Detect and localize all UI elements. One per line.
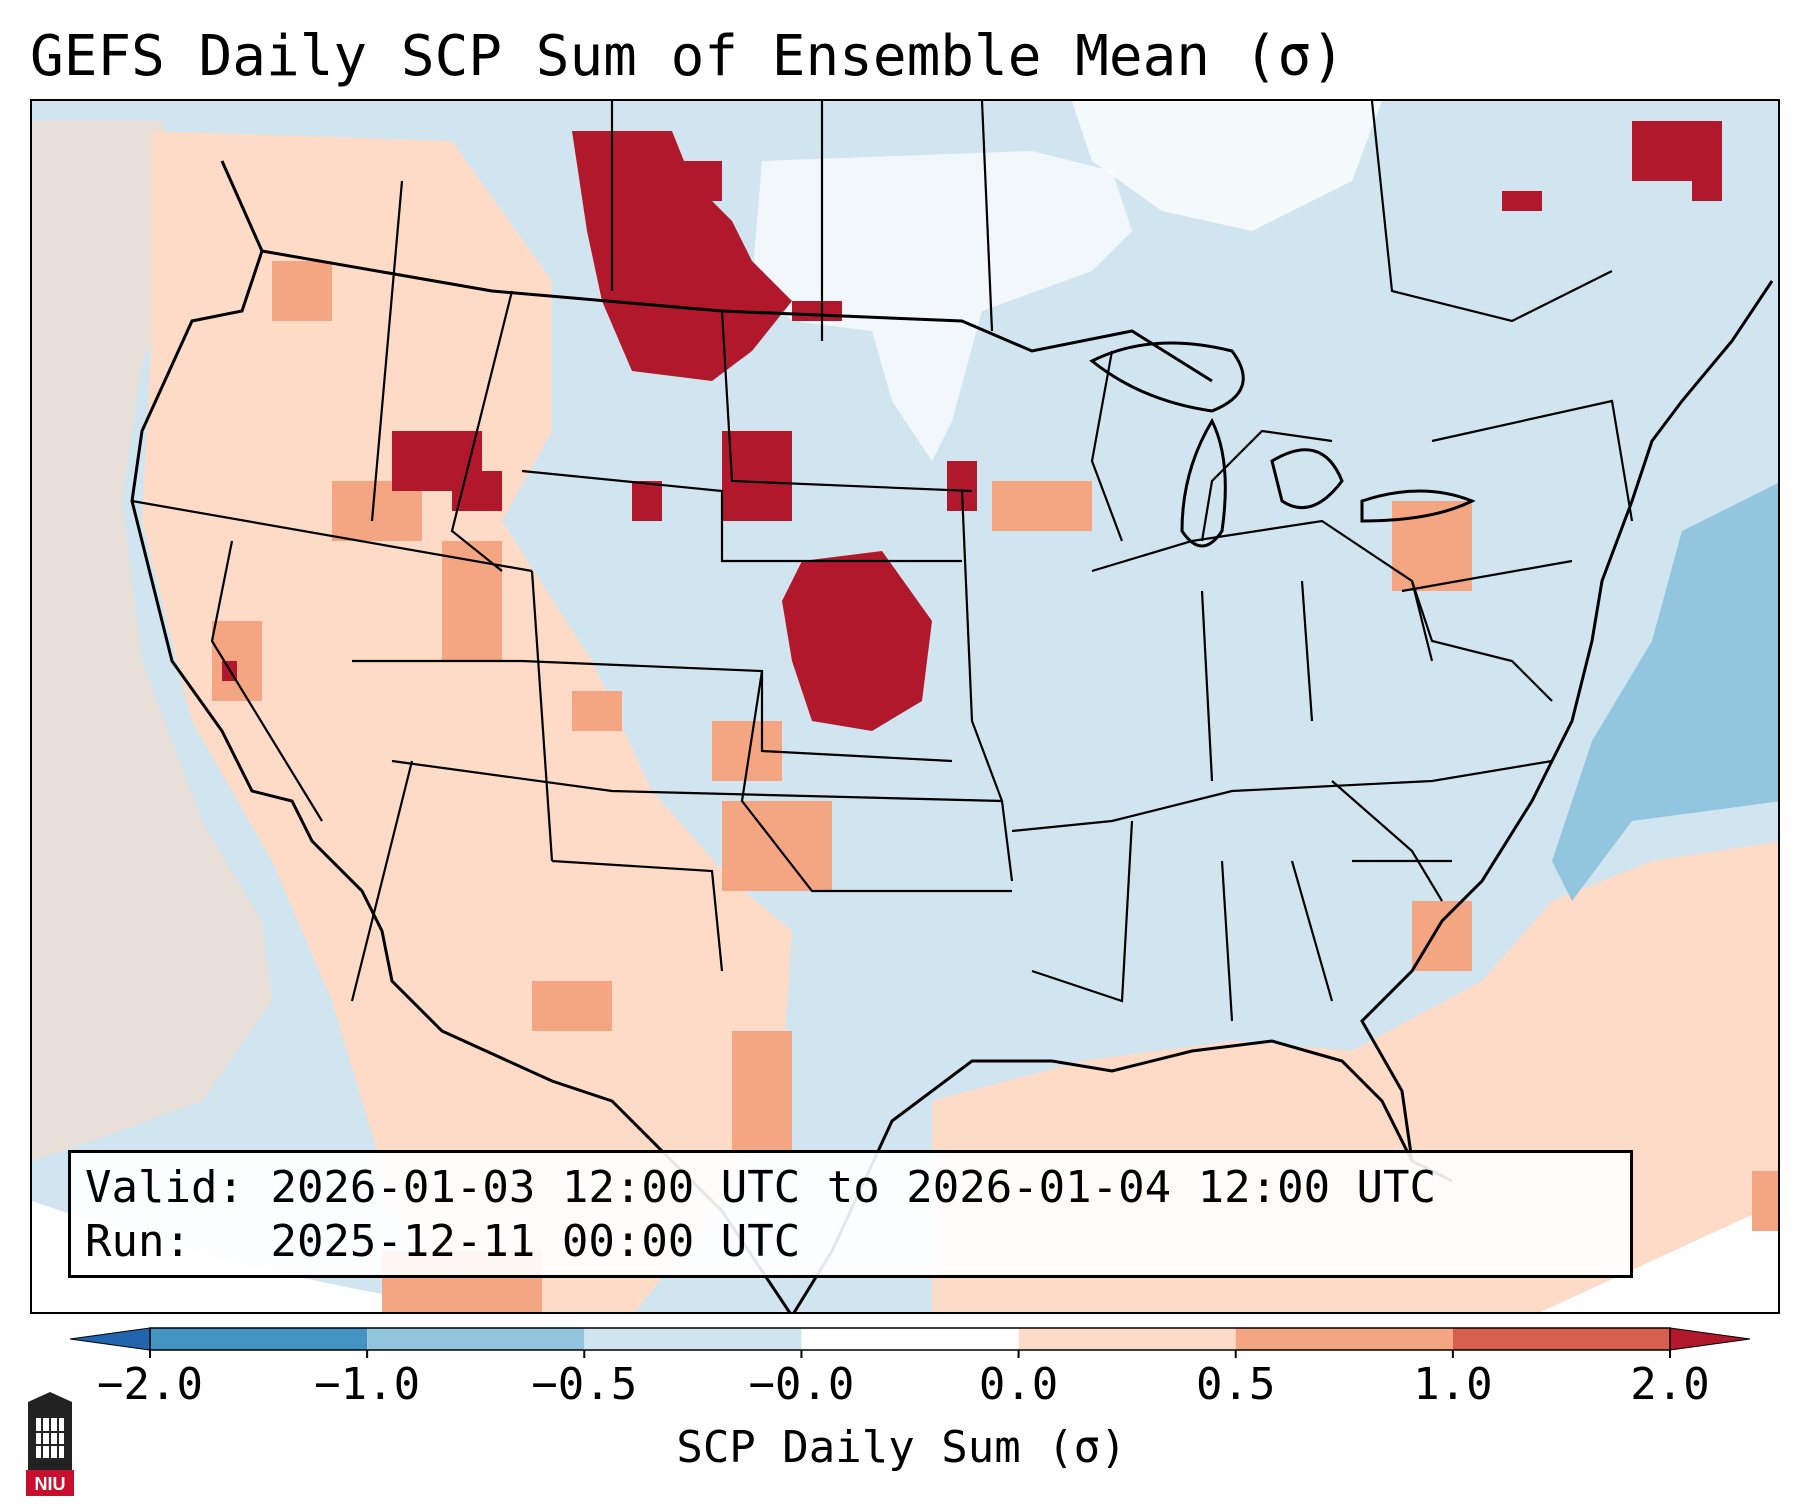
valid-run-info-box: Valid: 2026-01-03 12:00 UTC to 2026-01-0… xyxy=(68,1150,1633,1278)
state-borders xyxy=(131,101,1634,1022)
field-moderate-positive xyxy=(212,261,1778,1312)
field-pacific-weak-positive xyxy=(32,121,272,1161)
map-title: GEFS Daily SCP Sum of Ensemble Mean (σ) xyxy=(30,24,1345,89)
colorbar-tick-label: 1.0 xyxy=(1413,1359,1493,1410)
colorbar-bin xyxy=(1235,1328,1453,1350)
coastline-borders xyxy=(130,160,1774,1312)
colorbar-tick-label: −0.5 xyxy=(531,1359,638,1410)
colorbar-bin xyxy=(1452,1328,1670,1350)
colorbar-bin xyxy=(150,1328,368,1350)
colorbar-tick-label: 0.5 xyxy=(1195,1359,1276,1410)
colorbar-tick-label: −1.0 xyxy=(314,1359,421,1410)
colorbar-bin xyxy=(1018,1328,1236,1350)
valid-value: 2026-01-03 12:00 UTC to 2026-01-04 12:00… xyxy=(270,1162,1437,1213)
map-panel xyxy=(30,99,1780,1314)
great-lakes xyxy=(1089,341,1476,548)
field-neutral-canada xyxy=(1072,101,1382,231)
university-tower-icon: NIU xyxy=(26,1392,74,1496)
colorbar-extend-low xyxy=(70,1327,151,1351)
field-west-weak-positive xyxy=(142,131,792,1312)
colorbar-tick-label: 0.0 xyxy=(978,1359,1059,1410)
logo-text: NIU xyxy=(35,1474,66,1494)
field-neutral-plains xyxy=(752,151,1132,461)
colorbar-bin xyxy=(801,1328,1019,1350)
field-strong-positive xyxy=(222,121,1722,731)
colorbar-extend-high xyxy=(1669,1327,1750,1351)
colorbar-tick-label: −2.0 xyxy=(97,1359,203,1410)
colorbar-tick-label: −0.0 xyxy=(748,1359,855,1410)
colorbar xyxy=(70,1327,1750,1358)
colorbar-tick-label: 2.0 xyxy=(1630,1359,1710,1410)
field-atlantic-moderate-negative xyxy=(1552,483,1778,901)
scp-field-map xyxy=(32,101,1778,1312)
run-label: Run: xyxy=(85,1216,191,1267)
run-value: 2025-12-11 00:00 UTC xyxy=(270,1216,801,1267)
colorbar-bin xyxy=(584,1328,802,1350)
colorbar-bin xyxy=(367,1328,585,1350)
colorbar-label: SCP Daily Sum (σ) xyxy=(676,1422,1127,1473)
valid-label: Valid: xyxy=(85,1162,244,1213)
